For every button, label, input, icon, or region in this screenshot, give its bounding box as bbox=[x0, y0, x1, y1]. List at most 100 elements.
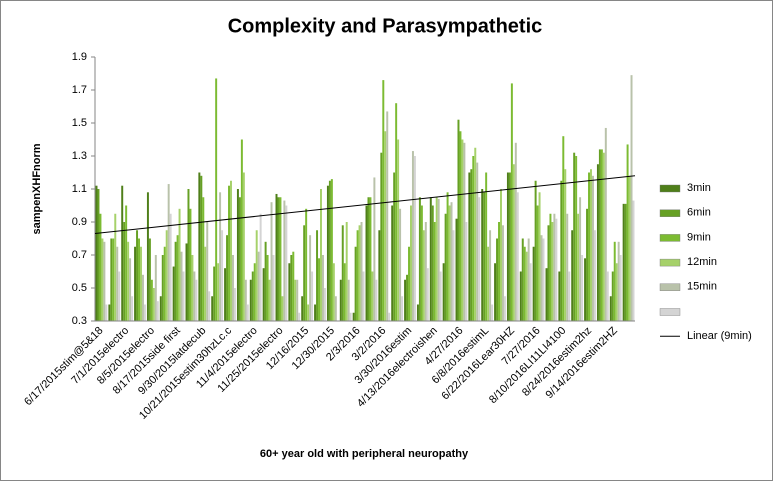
bar bbox=[326, 185, 329, 321]
bar bbox=[476, 162, 479, 321]
bar bbox=[257, 251, 260, 321]
bar bbox=[468, 172, 471, 321]
y-tick-label: 1.7 bbox=[72, 84, 87, 96]
bar bbox=[270, 202, 273, 321]
bar bbox=[246, 304, 249, 321]
bar bbox=[172, 266, 175, 321]
bar bbox=[429, 197, 432, 321]
bar bbox=[211, 296, 214, 321]
bar bbox=[251, 271, 254, 321]
bar bbox=[617, 241, 620, 321]
bar bbox=[534, 180, 537, 321]
bar bbox=[401, 296, 404, 321]
y-tick-label: 0.3 bbox=[72, 315, 87, 327]
bar bbox=[277, 197, 280, 321]
bar bbox=[491, 304, 494, 321]
bar bbox=[244, 279, 247, 321]
bar bbox=[268, 279, 271, 321]
legend-swatch bbox=[659, 184, 681, 193]
bar bbox=[588, 172, 590, 321]
bar bbox=[391, 205, 394, 321]
bar bbox=[615, 263, 618, 321]
bar bbox=[316, 230, 319, 321]
bar bbox=[202, 197, 205, 321]
bar bbox=[461, 139, 464, 321]
bar bbox=[217, 263, 220, 321]
bar bbox=[154, 255, 157, 321]
bar bbox=[564, 169, 567, 321]
bar bbox=[426, 268, 429, 321]
bar bbox=[321, 255, 324, 321]
bar bbox=[152, 288, 155, 321]
bar bbox=[281, 296, 284, 321]
chart-title: Complexity and Parasympathetic bbox=[228, 15, 543, 37]
bar bbox=[494, 263, 497, 321]
bar bbox=[611, 271, 614, 321]
bar bbox=[551, 222, 554, 321]
bar bbox=[233, 288, 236, 321]
bar bbox=[433, 222, 436, 321]
bar bbox=[575, 156, 578, 321]
bar bbox=[285, 205, 288, 321]
bar bbox=[242, 172, 245, 321]
bar bbox=[294, 279, 297, 321]
bar bbox=[506, 172, 509, 321]
bar bbox=[108, 304, 111, 321]
bar bbox=[470, 169, 473, 321]
bar bbox=[221, 230, 224, 321]
bar bbox=[519, 271, 522, 321]
bar bbox=[180, 251, 183, 321]
bar bbox=[371, 271, 374, 321]
y-axis-title: sampenXHFnorm bbox=[31, 143, 43, 234]
bar bbox=[219, 192, 222, 321]
bar bbox=[105, 304, 108, 321]
bar bbox=[279, 197, 282, 321]
bar bbox=[399, 208, 402, 321]
bar bbox=[388, 312, 391, 321]
bar bbox=[545, 268, 548, 321]
bar bbox=[231, 255, 234, 321]
bar bbox=[457, 119, 460, 321]
bar bbox=[416, 304, 419, 321]
bar bbox=[125, 205, 128, 321]
bar bbox=[596, 164, 599, 321]
bar bbox=[444, 213, 447, 321]
bar bbox=[161, 255, 164, 321]
bar bbox=[560, 180, 563, 321]
bar bbox=[508, 172, 511, 321]
bar bbox=[116, 246, 119, 321]
bar bbox=[307, 304, 310, 321]
bar bbox=[228, 185, 230, 321]
bar bbox=[193, 271, 196, 321]
bar bbox=[330, 179, 333, 321]
bar bbox=[143, 304, 146, 321]
bar bbox=[259, 213, 262, 321]
bar bbox=[547, 225, 550, 321]
bar bbox=[584, 258, 587, 321]
bar bbox=[510, 83, 513, 322]
bar bbox=[591, 175, 594, 321]
bar bbox=[474, 147, 477, 321]
bar bbox=[450, 202, 453, 321]
bar bbox=[213, 266, 216, 321]
x-axis-title: 60+ year old with peripheral neuropathy bbox=[260, 448, 469, 460]
bar bbox=[516, 192, 519, 321]
bar bbox=[395, 103, 398, 321]
trendline bbox=[94, 175, 636, 235]
bar bbox=[485, 172, 488, 321]
bar bbox=[411, 151, 414, 321]
bar bbox=[131, 296, 134, 321]
bar bbox=[262, 268, 265, 321]
bar bbox=[253, 263, 256, 321]
bar bbox=[503, 296, 506, 321]
bar bbox=[101, 238, 104, 321]
bar bbox=[150, 279, 153, 321]
bar bbox=[527, 238, 530, 321]
bar bbox=[163, 246, 166, 321]
bar bbox=[538, 192, 541, 321]
bar bbox=[118, 271, 121, 321]
bar bbox=[266, 255, 269, 321]
bar bbox=[112, 238, 115, 321]
bar bbox=[489, 230, 492, 321]
bar bbox=[332, 263, 335, 321]
